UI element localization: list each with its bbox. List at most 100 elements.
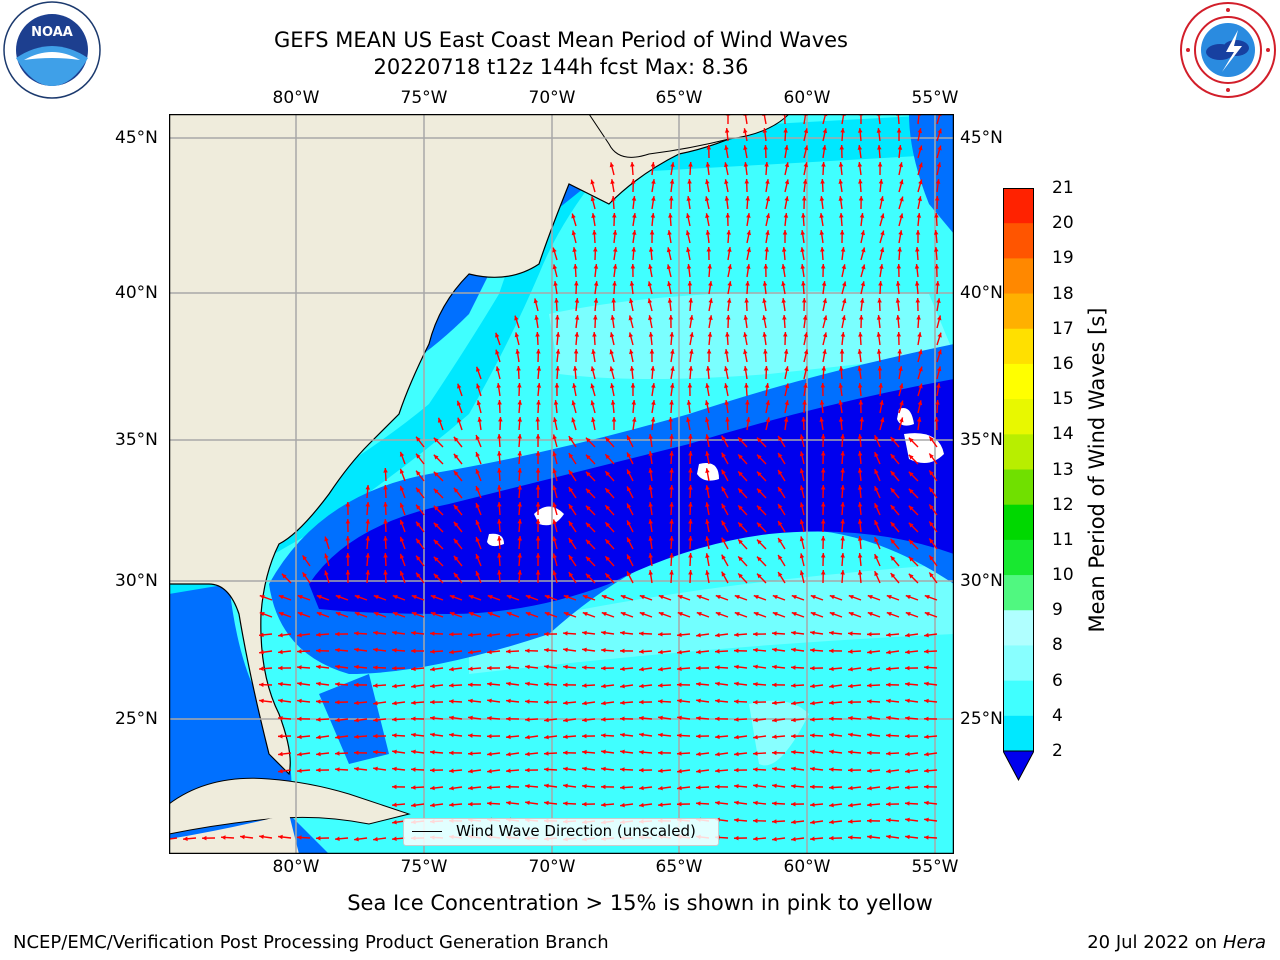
wave-direction-arrowhead <box>677 698 682 704</box>
wave-direction-arrowhead <box>705 434 710 440</box>
wave-direction-arrowhead <box>497 570 502 575</box>
wave-direction-arrowhead <box>686 196 691 201</box>
wave-direction-arrowhead <box>590 196 596 202</box>
wave-direction-arrowhead <box>392 611 398 617</box>
wave-direction-arrowhead <box>373 611 379 617</box>
wave-direction-arrowhead <box>278 681 283 687</box>
wave-direction-arrowhead <box>430 683 435 689</box>
wave-direction-arrowhead <box>858 332 863 337</box>
wave-direction-arrowhead <box>819 400 825 405</box>
wave-direction-arrowhead <box>905 698 910 704</box>
wave-direction-arrowhead <box>724 196 730 201</box>
wave-direction-arrowhead <box>810 784 815 790</box>
wave-direction-arrowhead <box>924 698 929 704</box>
wave-direction-arrowhead <box>791 630 796 636</box>
wave-direction-arrowhead <box>791 683 796 688</box>
wave-direction-arrowhead <box>886 649 891 655</box>
wave-direction-arrowhead <box>924 594 930 600</box>
wave-direction-arrowhead <box>890 505 896 510</box>
wave-direction-arrowhead <box>669 332 675 337</box>
wave-direction-arrowhead <box>918 366 923 372</box>
wave-direction-arrowhead <box>506 649 511 654</box>
wave-direction-arrowhead <box>259 698 264 704</box>
wave-direction-arrowhead <box>453 487 459 493</box>
wave-direction-arrowhead <box>705 179 710 185</box>
wave-direction-arrowhead <box>800 264 805 269</box>
colorbar-segment <box>1003 434 1034 470</box>
wave-direction-arrowhead <box>517 400 523 405</box>
wave-direction-arrowhead <box>867 768 872 774</box>
wave-direction-arrowhead <box>734 717 739 722</box>
wave-direction-arrowhead <box>620 802 625 808</box>
colorbar-tick-label: 2 <box>1052 741 1063 761</box>
wave-direction-arrowhead <box>908 522 914 528</box>
wave-direction-arrowhead <box>620 749 625 755</box>
wave-direction-arrowhead <box>631 400 637 405</box>
wave-direction-arrowhead <box>601 802 606 808</box>
wave-direction-arrowhead <box>840 434 845 439</box>
wave-direction-arrowhead <box>772 664 777 670</box>
wave-direction-arrowhead <box>937 128 942 134</box>
wave-direction-arrowhead <box>781 281 786 287</box>
wave-direction-arrowhead <box>392 665 397 671</box>
wave-direction-arrowhead <box>302 555 307 561</box>
tick-label: 80°W <box>272 857 320 877</box>
wave-direction-arrowhead <box>601 594 607 600</box>
wave-direction-arrowhead <box>430 767 435 773</box>
wave-direction-arrowhead <box>585 488 591 494</box>
wave-direction-arrowhead <box>696 611 702 617</box>
wave-direction-arrowhead <box>822 145 827 150</box>
colorbar-tick-label: 6 <box>1052 670 1063 691</box>
wave-direction-arrowhead <box>497 502 502 507</box>
wave-direction-arrowhead <box>753 767 758 772</box>
wave-direction-arrowhead <box>937 145 942 151</box>
wave-direction-arrowhead <box>514 315 519 321</box>
wave-direction-arrowhead <box>810 733 815 738</box>
wave-direction-arrowhead <box>917 400 923 406</box>
tick-label: 45°N <box>115 128 158 148</box>
wave-direction-arrowhead <box>335 611 341 617</box>
wave-direction-arrowhead <box>593 281 599 286</box>
wave-direction-arrowhead <box>905 785 910 790</box>
wave-direction-arrowhead <box>936 162 942 168</box>
wave-direction-arrowhead <box>585 556 591 562</box>
wave-direction-arrowhead <box>908 539 914 545</box>
wave-direction-arrowhead <box>874 537 879 543</box>
wave-direction-arrowhead <box>781 298 786 303</box>
colorbar-tick-label: 9 <box>1052 600 1063 621</box>
wave-direction-arrowhead <box>544 800 549 806</box>
wave-direction-arrowhead <box>585 539 591 545</box>
wave-direction-arrowhead <box>297 594 303 600</box>
wave-direction-arrowhead <box>468 785 473 791</box>
wave-direction-arrowhead <box>745 417 751 422</box>
wave-direction-arrowhead <box>880 213 885 219</box>
wave-direction-arrowhead <box>738 454 743 460</box>
wave-direction-arrowhead <box>878 281 883 286</box>
wave-direction-arrowhead <box>552 417 558 423</box>
wave-direction-arrowhead <box>392 717 397 722</box>
wave-direction-arrowhead <box>890 454 896 459</box>
wave-direction-arrowhead <box>799 570 805 576</box>
wave-direction-arrowhead <box>667 281 672 287</box>
wave-direction-arrowhead <box>677 733 682 738</box>
wave-direction-arrowhead <box>555 315 560 320</box>
wave-direction-arrowhead <box>639 683 644 689</box>
wave-direction-arrowhead <box>517 468 522 473</box>
wave-direction-arrowhead <box>772 594 778 600</box>
wave-direction-arrowhead <box>848 835 853 840</box>
wave-direction-arrowhead <box>383 485 388 490</box>
wave-direction-arrowhead <box>857 468 863 473</box>
wave-direction-arrowhead <box>475 485 480 491</box>
wave-direction-arrowhead <box>430 785 435 791</box>
wave-direction-arrowhead <box>373 717 378 723</box>
wave-direction-arrowhead <box>658 732 663 738</box>
wave-direction-arrowhead <box>601 749 606 755</box>
wave-direction-arrowhead <box>848 819 853 824</box>
wave-direction-arrowhead <box>879 196 885 202</box>
wave-direction-arrowhead <box>297 649 302 654</box>
wave-direction-arrowhead <box>297 734 302 740</box>
wave-direction-arrowhead <box>778 469 783 475</box>
wave-direction-arrowhead <box>886 666 891 671</box>
wave-direction-arrowhead <box>354 631 359 636</box>
wave-direction-arrowhead <box>734 611 740 617</box>
